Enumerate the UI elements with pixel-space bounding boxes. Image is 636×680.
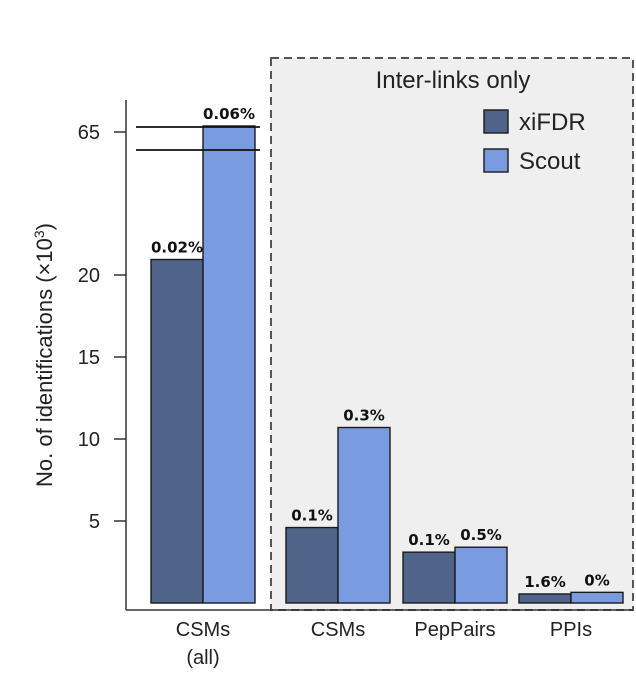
bar-value-label: 0.02% bbox=[151, 239, 203, 257]
legend-label-xifdr: xiFDR bbox=[519, 109, 586, 136]
category-label-line: PPIs bbox=[550, 619, 592, 641]
axis-break-bar-fill bbox=[203, 128, 255, 149]
category-label-2: PepPairs bbox=[414, 619, 495, 641]
legend-label-scout: Scout bbox=[519, 148, 581, 175]
category-label-line: CSMs bbox=[311, 619, 365, 641]
category-label-3: PPIs bbox=[550, 619, 592, 641]
category-label-1: CSMs bbox=[311, 619, 365, 641]
category-label-0: CSMs (all) bbox=[176, 619, 230, 669]
bar-value-label: 0.5% bbox=[460, 526, 502, 544]
legend-swatch-scout bbox=[483, 148, 509, 173]
axis-break bbox=[136, 126, 260, 151]
bar-scout-2 bbox=[454, 546, 508, 604]
bar-value-label: 1.6% bbox=[524, 573, 566, 591]
y-tick-label-15: 15 bbox=[78, 347, 100, 369]
bar-value-labels: 0.02% 0.06% 0.1% 0.3% 0.1% 0.5% 1.6% 0% bbox=[151, 105, 610, 591]
category-label-line: CSMs bbox=[176, 619, 230, 641]
y-tick-label-20: 20 bbox=[78, 265, 100, 287]
bar-value-label: 0% bbox=[584, 571, 609, 589]
bar-value-label: 0.1% bbox=[291, 507, 333, 525]
bar-xifdr-0 bbox=[150, 258, 204, 604]
y-ticks: 5 10 15 20 65 bbox=[78, 122, 126, 533]
category-labels: CSMs (all) CSMs PepPairs PPIs bbox=[176, 619, 592, 669]
bar-scout-3 bbox=[570, 591, 624, 604]
y-tick-label-10: 10 bbox=[78, 429, 100, 451]
legend-swatch-xifdr bbox=[483, 109, 509, 134]
bar-xifdr-3 bbox=[518, 593, 572, 604]
box-title: Inter-links only bbox=[376, 67, 531, 94]
bar-scout-1 bbox=[337, 426, 391, 604]
y-tick-label-5: 5 bbox=[89, 511, 100, 533]
legend: xiFDR Scout bbox=[483, 109, 586, 175]
y-axis-label: No. of identifications (×103) bbox=[31, 223, 57, 487]
bar-xifdr-1 bbox=[285, 526, 339, 604]
bar-value-label: 0.3% bbox=[343, 407, 385, 425]
bar-value-label: 0.1% bbox=[408, 531, 450, 549]
bar-value-label: 0.06% bbox=[203, 105, 255, 123]
inter-links-box bbox=[270, 57, 634, 611]
bars bbox=[150, 125, 624, 604]
bar-xifdr-2 bbox=[402, 551, 456, 604]
category-label-line: PepPairs bbox=[414, 619, 495, 641]
y-tick-label-65: 65 bbox=[78, 122, 100, 144]
bar-scout-0 bbox=[202, 125, 256, 604]
category-label-line: (all) bbox=[186, 647, 219, 669]
